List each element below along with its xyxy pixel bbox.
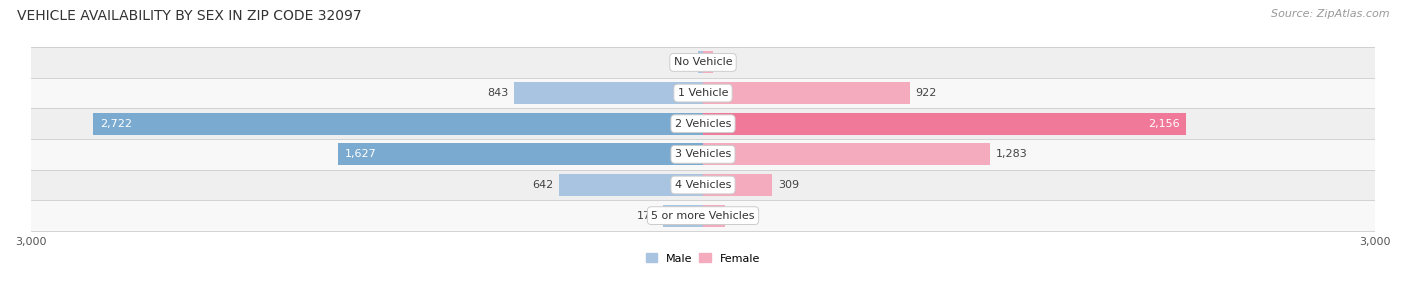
Text: 2,722: 2,722 [100,119,132,129]
Bar [31,78,1375,108]
Text: 177: 177 [637,211,658,221]
Legend: Male, Female: Male, Female [641,249,765,268]
Bar [664,205,703,227]
Text: 5 or more Vehicles: 5 or more Vehicles [651,211,755,221]
Bar [31,47,1375,78]
Bar [31,108,1375,139]
Text: 3 Vehicles: 3 Vehicles [675,149,731,159]
Text: 642: 642 [533,180,554,190]
Bar [93,113,703,135]
Bar [703,51,713,73]
Text: 1,283: 1,283 [995,149,1028,159]
Bar [515,82,703,104]
Text: 43: 43 [718,58,733,67]
Bar [31,139,1375,170]
Text: Source: ZipAtlas.com: Source: ZipAtlas.com [1271,9,1389,19]
Bar [703,205,725,227]
Text: 2,156: 2,156 [1147,119,1180,129]
Bar [560,174,703,196]
Text: 4 Vehicles: 4 Vehicles [675,180,731,190]
Text: VEHICLE AVAILABILITY BY SEX IN ZIP CODE 32097: VEHICLE AVAILABILITY BY SEX IN ZIP CODE … [17,9,361,23]
Text: 21: 21 [679,58,693,67]
Text: 843: 843 [488,88,509,98]
Bar [31,200,1375,231]
Bar [699,51,703,73]
Text: 2 Vehicles: 2 Vehicles [675,119,731,129]
Bar [703,82,910,104]
Bar [31,170,1375,200]
Bar [339,143,703,165]
Text: 1 Vehicle: 1 Vehicle [678,88,728,98]
Text: 1,627: 1,627 [344,149,377,159]
Text: 98: 98 [731,211,745,221]
Bar [703,113,1187,135]
Bar [703,143,990,165]
Text: 309: 309 [778,180,799,190]
Bar [703,174,772,196]
Text: No Vehicle: No Vehicle [673,58,733,67]
Text: 922: 922 [915,88,936,98]
